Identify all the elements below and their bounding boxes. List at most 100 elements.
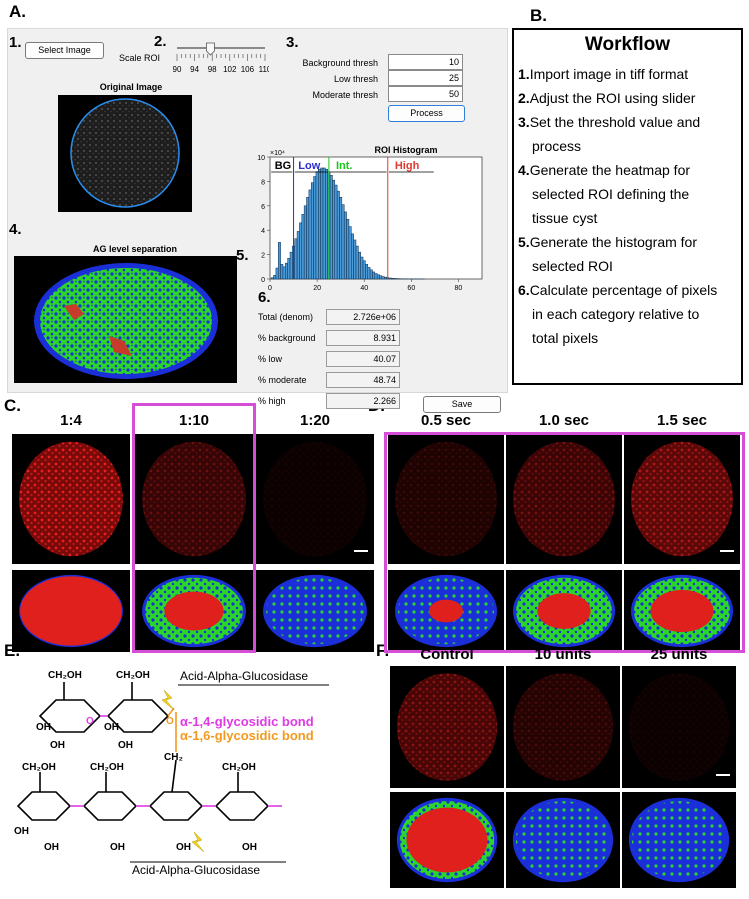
histogram-bar [343, 211, 347, 280]
step-4-label: 4. [9, 221, 22, 238]
histogram-bar [282, 266, 286, 280]
histogram-bar [369, 269, 373, 280]
histogram-bar [273, 275, 277, 280]
workflow-step-text: Generate the heatmap for [529, 162, 691, 178]
slider-tick-label: 110 [259, 65, 269, 74]
histogram-bar [299, 222, 303, 280]
heatmap-image [256, 570, 374, 652]
heatmap-image [388, 570, 504, 652]
y-tick-label: 6 [261, 204, 265, 211]
histogram-bar [379, 275, 383, 280]
specimen [394, 441, 498, 557]
scale-roi-slider[interactable]: 90 94 98 102 106 110 [173, 42, 272, 78]
column-header: 1.0 sec [538, 412, 590, 429]
high-region [164, 591, 224, 631]
heatmap-graphic [512, 797, 614, 883]
heatmap-image [390, 792, 504, 888]
ch2oh-label: CH₂OH [90, 762, 124, 773]
ch2oh-label: CH₂OH [222, 762, 256, 773]
heatmap-graphic [512, 574, 616, 648]
slider-tick-label: 106 [241, 65, 255, 74]
x-tick-label: 40 [360, 285, 368, 292]
histogram-bar [285, 262, 288, 280]
highlight-box [384, 432, 745, 653]
enzyme-bottom-label: Acid-Alpha-Glucosidase [132, 863, 260, 877]
slider-graphic[interactable]: 90 94 98 102 106 110 [173, 42, 272, 78]
stat-label: % low [258, 354, 283, 364]
workflow-step-text: Adjust the ROI using slider [529, 90, 696, 106]
workflow-step-text: total pixels [532, 330, 599, 346]
histogram-bar [334, 184, 338, 280]
select-image-button[interactable]: Select Image [25, 42, 104, 59]
histogram-bar [301, 214, 305, 280]
heatmap-image [624, 570, 740, 652]
process-button[interactable]: Process [388, 105, 465, 122]
workflow-step: 1.Import image in tiff format [518, 62, 688, 86]
oh-label: OH [36, 722, 51, 733]
histogram-bar [355, 245, 359, 280]
roi-histogram: ROI Histogram ×10⁴ BG Low Int. High 0 20 40 60 80 0… [252, 143, 492, 293]
high-region [537, 593, 591, 629]
heatmap-graphic [394, 574, 498, 648]
histogram-bar [391, 278, 394, 280]
scale-roi-label: Scale ROI [118, 53, 160, 63]
slider-thumb[interactable] [206, 42, 215, 56]
heatmap-image [506, 570, 622, 652]
workflow-step: 2.Adjust the ROI using slider [518, 86, 695, 110]
panel-label-a: A. [9, 2, 26, 21]
specimen [512, 673, 614, 781]
glycogen-structure: CH₂OH CH₂OH CH₂OH CH₂OH CH₂OH CH₂ OH OH … [14, 660, 364, 890]
step-6-label: 6. [258, 289, 271, 306]
fluorescence-graphic [396, 673, 498, 781]
y-multiplier: ×10⁴ [270, 150, 285, 157]
heatmap-graphic [263, 574, 367, 648]
specimen [628, 673, 730, 781]
high-region [650, 589, 714, 633]
histogram-bar [325, 168, 328, 280]
original-image-title: Original Image [99, 82, 163, 92]
slider-tick-label: 98 [208, 65, 217, 74]
bond-14-label: α-1,4-glycosidic bond [180, 714, 314, 729]
scale-bar [354, 550, 368, 552]
slider-tick-label: 90 [173, 65, 182, 74]
specimen-body [515, 801, 611, 879]
workflow-step: selected ROI [532, 254, 613, 278]
slider-tick-label: 102 [223, 65, 237, 74]
specimen [19, 441, 123, 557]
low-thresh-input[interactable]: 25 [388, 70, 463, 86]
step-3-label: 3. [286, 34, 299, 51]
stat-value: 2.726e+06 [326, 309, 400, 325]
bg-thresh-input[interactable]: 10 [388, 54, 463, 70]
histogram-bar [365, 264, 369, 280]
stat-label: % background [258, 333, 316, 343]
fluorescence-graphic [512, 441, 616, 557]
panel-label-c: C. [4, 396, 21, 415]
workflow-step-number: 5. [518, 234, 530, 250]
histogram-bar [353, 239, 357, 280]
histogram-bar [332, 179, 336, 280]
o-label: O [166, 716, 174, 727]
y-tick-label: 2 [261, 253, 265, 260]
histogram-bar [296, 231, 300, 280]
save-button[interactable]: Save [423, 396, 501, 413]
workflow-step-number: 3. [518, 114, 530, 130]
workflow-box: Workflow 1.Import image in tiff format 2.… [512, 28, 743, 385]
column-header: 25 units [650, 646, 708, 663]
specimen [142, 441, 246, 557]
step-5-label: 5. [236, 247, 249, 264]
mod-thresh-input[interactable]: 50 [388, 86, 463, 102]
fluorescence-image [506, 666, 620, 788]
oh-label: OH [104, 722, 119, 733]
original-image-view [58, 95, 192, 212]
heatmap-image [622, 792, 736, 888]
original-image-graphic [70, 98, 180, 208]
fluorescence-image [388, 434, 504, 564]
workflow-step: in each category relative to [532, 302, 699, 326]
histogram-bar [393, 278, 397, 280]
column-header: 1.5 sec [656, 412, 708, 429]
region-label: Low [298, 160, 320, 172]
oh-label: OH [118, 740, 133, 751]
histogram-bar [308, 189, 312, 280]
stat-label: Total (denom) [258, 312, 314, 322]
workflow-step: selected ROI defining the [532, 182, 689, 206]
